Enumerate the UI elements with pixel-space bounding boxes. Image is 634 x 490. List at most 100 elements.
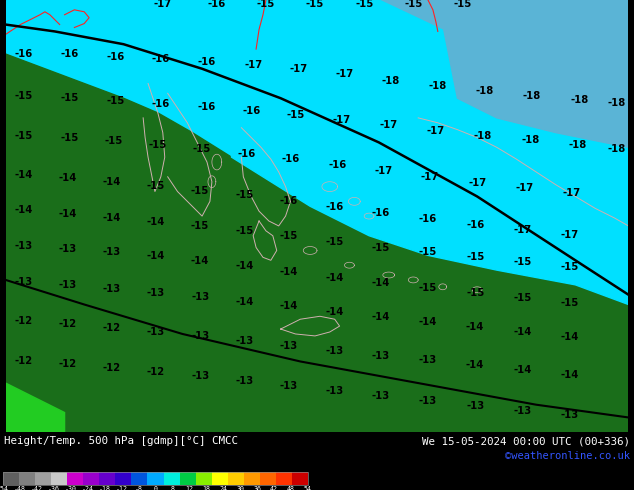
Text: -13: -13 [103,247,120,257]
Text: -17: -17 [244,60,262,70]
Text: -16: -16 [328,160,347,170]
Text: -13: -13 [513,406,531,416]
Text: -16: -16 [208,0,226,9]
Text: -16: -16 [242,106,261,116]
Text: -17: -17 [513,225,531,235]
Polygon shape [222,0,628,304]
Text: -17: -17 [332,115,351,125]
Text: -18: -18 [382,75,400,86]
Text: -15: -15 [235,226,254,236]
Text: -14: -14 [513,366,531,375]
Text: -16: -16 [237,149,256,159]
Text: -13: -13 [466,401,484,411]
Text: -15: -15 [193,144,211,154]
Text: -15: -15 [306,0,324,9]
Text: -16: -16 [280,196,297,206]
Text: -15: -15 [466,252,484,262]
Bar [244,472,260,485]
Text: -15: -15 [355,0,373,9]
Text: -14: -14 [372,278,390,288]
Text: -15: -15 [325,237,344,246]
Text: -13: -13 [191,292,209,302]
Bar [212,472,228,485]
Text: -15: -15 [280,231,297,241]
Text: -18: -18 [568,140,586,150]
Text: -14: -14 [103,213,121,223]
Text: -16: -16 [372,208,390,218]
Text: -13: -13 [191,371,209,381]
Text: -13: -13 [280,381,297,391]
Text: -16: -16 [281,154,300,164]
Text: -16: -16 [152,99,170,109]
Text: -18: -18 [474,130,492,141]
Text: -16: -16 [466,220,484,230]
Text: -8: -8 [134,486,143,490]
Text: -18: -18 [607,144,626,154]
Text: -15: -15 [466,288,484,298]
Text: -15: -15 [105,136,123,147]
Text: -14: -14 [58,209,77,219]
Text: -54: -54 [0,486,9,490]
Text: -48: -48 [14,486,26,490]
Text: -15: -15 [419,247,437,257]
Text: -15: -15 [60,93,79,103]
Bar [100,472,115,485]
Text: -36: -36 [48,486,60,490]
Text: -17: -17 [421,172,439,182]
Text: -14: -14 [325,307,344,318]
Text: 18: 18 [202,486,210,490]
Text: 8: 8 [171,486,174,490]
Text: -16: -16 [198,57,216,67]
Text: -14: -14 [191,256,209,266]
Bar [164,472,179,485]
Text: -17: -17 [335,69,354,79]
Bar [83,472,100,485]
Text: -17: -17 [427,125,445,136]
Text: -12: -12 [115,486,127,490]
Text: -13: -13 [191,331,209,341]
Bar [51,472,67,485]
Text: -18: -18 [99,486,111,490]
Text: -15: -15 [191,221,209,231]
Text: -18: -18 [607,98,626,108]
Text: -24: -24 [82,486,94,490]
Text: -12: -12 [147,368,165,377]
Text: -15: -15 [14,130,32,141]
Text: -16: -16 [198,102,216,112]
Text: -16: -16 [419,214,437,224]
Text: -16: -16 [152,54,170,64]
Text: -14: -14 [280,301,298,312]
Text: -14: -14 [235,261,254,271]
Bar [292,472,308,485]
Bar [131,472,148,485]
Text: -17: -17 [289,64,307,74]
Text: -14: -14 [103,177,121,187]
Text: -14: -14 [146,217,165,227]
Text: -14: -14 [58,173,77,183]
Text: 30: 30 [236,486,244,490]
Text: 0: 0 [153,486,157,490]
Text: -13: -13 [147,327,165,337]
Text: -18: -18 [523,91,541,101]
Text: -14: -14 [235,296,254,307]
Text: -15: -15 [372,243,390,252]
Text: 42: 42 [270,486,278,490]
Text: -16: -16 [325,202,344,212]
Bar [196,472,212,485]
Text: -15: -15 [419,283,437,293]
Text: -15: -15 [453,0,472,9]
Text: -13: -13 [419,355,437,366]
Text: -15: -15 [560,262,579,272]
Bar [3,472,19,485]
Text: -13: -13 [235,336,254,346]
Text: -12: -12 [58,359,77,369]
Polygon shape [6,54,628,432]
Bar [115,472,131,485]
Text: -13: -13 [58,244,77,253]
Text: -17: -17 [560,230,578,240]
Text: -14: -14 [280,267,298,277]
Bar [19,472,35,485]
Text: -13: -13 [147,288,165,298]
Text: -14: -14 [14,170,32,180]
Bar [276,472,292,485]
